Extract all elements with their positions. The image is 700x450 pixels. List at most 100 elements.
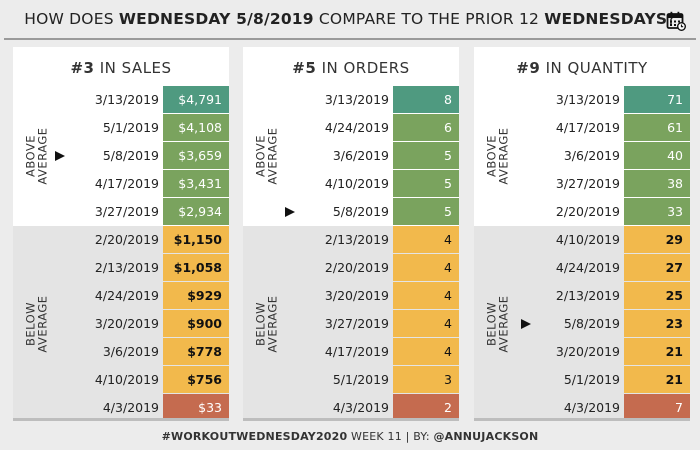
- table-row[interactable]: 3/13/2019 71: [474, 86, 690, 114]
- table-row[interactable]: 3/27/2019 4: [243, 310, 459, 338]
- value-cell: 4: [393, 254, 459, 281]
- table-row[interactable]: 3/20/2019 4: [243, 282, 459, 310]
- table-row[interactable]: 3/20/2019 $900: [13, 310, 229, 338]
- table-row[interactable]: 4/24/2019 $929: [13, 282, 229, 310]
- row-date: 2/13/2019: [324, 232, 389, 247]
- row-date: 4/3/2019: [563, 400, 620, 415]
- row-date: 3/27/2019: [324, 316, 389, 331]
- value-cell: 33: [624, 198, 690, 225]
- table-row[interactable]: 5/1/2019 $4,108: [13, 114, 229, 142]
- row-date: 3/27/2019: [94, 204, 159, 219]
- table-row[interactable]: 2/20/2019 33: [474, 198, 690, 226]
- value-cell: 5: [393, 170, 459, 197]
- value-cell: 29: [624, 226, 690, 253]
- panel-bottom-border: [13, 418, 229, 421]
- row-date: 4/10/2019: [94, 372, 159, 387]
- table-row[interactable]: 4/24/2019 6: [243, 114, 459, 142]
- metric-label: IN ORDERS: [316, 59, 410, 77]
- row-date: 4/24/2019: [324, 120, 389, 135]
- table-row[interactable]: 5/1/2019 21: [474, 366, 690, 394]
- text-part: HOW DOES: [24, 10, 119, 28]
- calendar-icon[interactable]: [666, 11, 686, 31]
- table-row[interactable]: 4/10/2019 5: [243, 170, 459, 198]
- panel-sales: #3 IN SALES ABOVE AVERAGE BELOW AVERAGE 3/13/…: [13, 47, 229, 421]
- row-date: 4/10/2019: [555, 232, 620, 247]
- table-row[interactable]: 5/8/2019 $3,659: [13, 142, 229, 170]
- selected-date-marker-icon: [521, 319, 531, 329]
- table-row[interactable]: 3/20/2019 21: [474, 338, 690, 366]
- table-row[interactable]: 4/10/2019 $756: [13, 366, 229, 394]
- table-row[interactable]: 4/3/2019 $33: [13, 394, 229, 422]
- row-date: 4/3/2019: [102, 400, 159, 415]
- table-row[interactable]: 4/17/2019 61: [474, 114, 690, 142]
- table-row[interactable]: 4/17/2019 $3,431: [13, 170, 229, 198]
- value-cell: 8: [393, 86, 459, 113]
- table-row[interactable]: 4/10/2019 29: [474, 226, 690, 254]
- table-row[interactable]: 3/6/2019 5: [243, 142, 459, 170]
- table-row[interactable]: 2/13/2019 25: [474, 282, 690, 310]
- table-row[interactable]: 2/20/2019 $1,150: [13, 226, 229, 254]
- value-cell: $900: [163, 310, 229, 337]
- table-row[interactable]: 3/27/2019 $2,934: [13, 198, 229, 226]
- table-row[interactable]: 5/8/2019 23: [474, 310, 690, 338]
- table-row[interactable]: 4/3/2019 2: [243, 394, 459, 422]
- text-part: WEEK 11 | BY:: [347, 430, 434, 443]
- table-row[interactable]: 3/13/2019 8: [243, 86, 459, 114]
- value-cell: 25: [624, 282, 690, 309]
- dashboard-title: HOW DOES WEDNESDAY 5/8/2019 COMPARE TO T…: [0, 10, 700, 28]
- table-row[interactable]: 5/1/2019 3: [243, 366, 459, 394]
- row-date: 4/17/2019: [555, 120, 620, 135]
- row-date: 3/13/2019: [94, 92, 159, 107]
- row-date: 3/6/2019: [563, 148, 620, 163]
- value-cell: $4,791: [163, 86, 229, 113]
- table-row[interactable]: 4/3/2019 7: [474, 394, 690, 422]
- value-cell: $778: [163, 338, 229, 365]
- table-row[interactable]: 2/20/2019 4: [243, 254, 459, 282]
- value-cell: 6: [393, 114, 459, 141]
- value-cell: 4: [393, 338, 459, 365]
- row-date: 3/13/2019: [555, 92, 620, 107]
- table-row[interactable]: 3/6/2019 40: [474, 142, 690, 170]
- value-cell: $1,150: [163, 226, 229, 253]
- table-row[interactable]: 3/6/2019 $778: [13, 338, 229, 366]
- table-row[interactable]: 3/27/2019 38: [474, 170, 690, 198]
- value-cell: 4: [393, 226, 459, 253]
- panel-quantity: #9 IN QUANTITY ABOVE AVERAGE BELOW AVERAGE 3/…: [474, 47, 690, 421]
- table-row[interactable]: 4/24/2019 27: [474, 254, 690, 282]
- text-part: WEDNESDAY 5/8/2019: [118, 10, 314, 28]
- row-date: 3/6/2019: [332, 148, 389, 163]
- value-cell: 4: [393, 310, 459, 337]
- table-row[interactable]: 3/13/2019 $4,791: [13, 86, 229, 114]
- panel-bottom-border: [243, 418, 459, 421]
- row-date: 3/20/2019: [555, 344, 620, 359]
- table-row[interactable]: 5/8/2019 5: [243, 198, 459, 226]
- value-cell: $929: [163, 282, 229, 309]
- table-row[interactable]: 2/13/2019 $1,058: [13, 254, 229, 282]
- row-date: 3/27/2019: [555, 176, 620, 191]
- value-cell: $2,934: [163, 198, 229, 225]
- panel-title: #3 IN SALES: [13, 59, 229, 77]
- row-date: 5/8/2019: [102, 148, 159, 163]
- text-part: ?: [667, 10, 676, 28]
- value-cell: $3,431: [163, 170, 229, 197]
- table-row[interactable]: 2/13/2019 4: [243, 226, 459, 254]
- table-row[interactable]: 4/17/2019 4: [243, 338, 459, 366]
- value-cell: 38: [624, 170, 690, 197]
- text-part: COMPARE TO THE PRIOR 12: [313, 10, 545, 28]
- row-date: 2/20/2019: [324, 260, 389, 275]
- value-cell: 7: [624, 394, 690, 421]
- value-cell: $4,108: [163, 114, 229, 141]
- row-date: 4/24/2019: [555, 260, 620, 275]
- panel-orders: #5 IN ORDERS ABOVE AVERAGE BELOW AVERAGE 3/13…: [243, 47, 459, 421]
- row-date: 5/8/2019: [563, 316, 620, 331]
- row-date: 4/3/2019: [332, 400, 389, 415]
- row-date: 2/20/2019: [555, 204, 620, 219]
- panel-bottom-border: [474, 418, 690, 421]
- value-cell: 21: [624, 338, 690, 365]
- row-date: 4/17/2019: [94, 176, 159, 191]
- value-cell: 40: [624, 142, 690, 169]
- row-date: 2/13/2019: [94, 260, 159, 275]
- value-cell: $3,659: [163, 142, 229, 169]
- selected-date-marker-icon: [55, 151, 65, 161]
- text-part: #WORKOUTWEDNESDAY2020: [161, 430, 348, 443]
